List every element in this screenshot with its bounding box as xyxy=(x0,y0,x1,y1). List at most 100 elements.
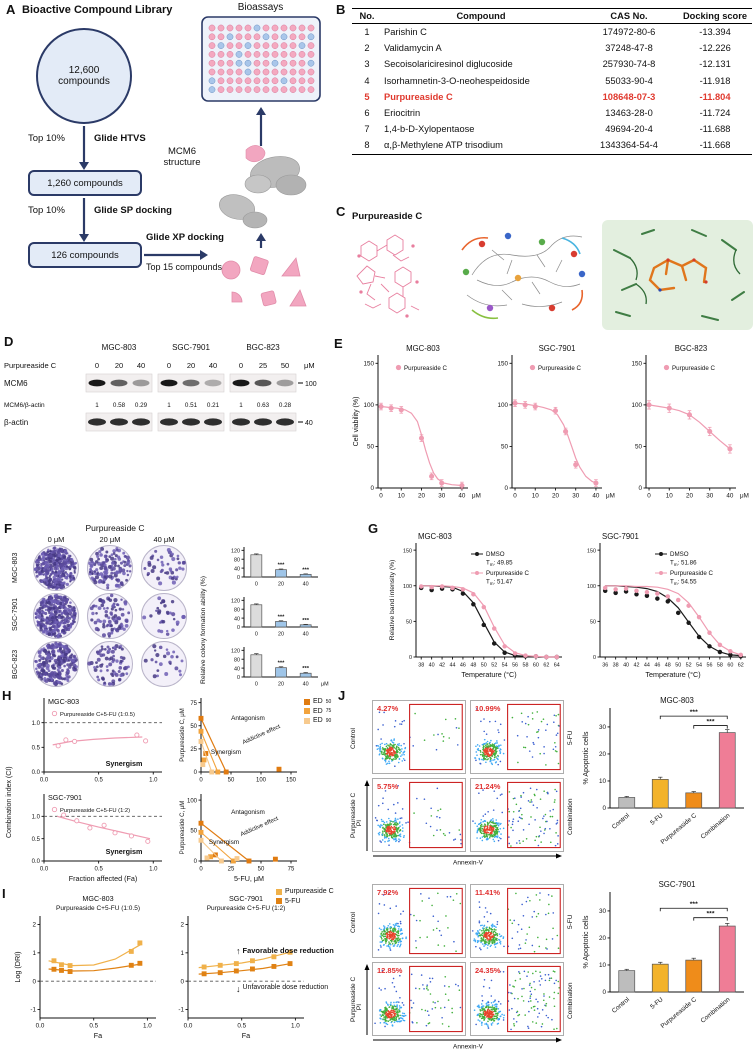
mcm6-structure-label-line1: MCM6 xyxy=(168,146,196,157)
ci-ylabel: Combination index (CI) xyxy=(6,766,13,838)
svg-text:SGC-7901: SGC-7901 xyxy=(229,894,263,903)
up-arrow-icon: ↑ xyxy=(236,946,241,956)
table-row: 4 Isorhamnetin-3-O-neohespeidoside 55033-9… xyxy=(364,75,731,86)
svg-text:0: 0 xyxy=(199,867,203,873)
svg-text:MCM6: MCM6 xyxy=(4,379,28,388)
svg-text:Control: Control xyxy=(611,996,631,1015)
svg-text:48: 48 xyxy=(665,663,671,669)
flow-row-label-purpureaside-1: Purpureaside C xyxy=(350,792,357,838)
svg-text:5-FU: 5-FU xyxy=(649,996,665,1011)
svg-text:0: 0 xyxy=(180,978,184,985)
svg-text:***: *** xyxy=(302,666,310,672)
dri-legend-purpureaside: Purpureaside C xyxy=(276,888,334,895)
panel-j-label: J xyxy=(338,688,346,703)
favorable-annotation: ↑ Favorable dose reduction xyxy=(236,946,334,956)
svg-text:25: 25 xyxy=(228,867,235,873)
viability-chart-mgc803: 0 10 20 30 40 0 50 100 150 μM MGC-803 Cell viabilit… xyxy=(353,344,481,500)
svg-text:50: 50 xyxy=(635,444,643,451)
glide-htvs-label: Glide HTVS xyxy=(94,133,146,144)
row-label-bgc823: BGC-823 xyxy=(12,649,19,679)
isobologram-mgc803: 0 50 100 150 0 25 50 75 Purpureaside C, μM Antago… xyxy=(180,698,297,784)
svg-text:46: 46 xyxy=(460,663,466,669)
svg-text:0.5: 0.5 xyxy=(32,746,41,752)
svg-text:60: 60 xyxy=(727,663,733,669)
svg-text:36: 36 xyxy=(602,663,608,669)
svg-text:58: 58 xyxy=(523,663,529,669)
svg-text:44: 44 xyxy=(644,663,650,669)
flow-plot-control-2: 7.92% xyxy=(372,884,466,958)
svg-text:% Apoptotic cells: % Apoptotic cells xyxy=(583,915,590,968)
ci-chart-sgc7901: 0.0 0.5 1.0 0.0 0.5 1.0 SGC-7901 Fraction affec… xyxy=(32,793,162,883)
svg-text:0.21: 0.21 xyxy=(207,402,220,409)
svg-text:100: 100 xyxy=(403,584,412,590)
top15-label: Top 15 compounds xyxy=(146,262,223,272)
thermal-shift-sgc7901: 36 38 40 42 44 46 48 50 52 54 56 58 60 62 0 50 100 150 SGC… xyxy=(587,532,746,679)
dose-col-20: 20 μM xyxy=(99,535,121,544)
svg-text:40: 40 xyxy=(234,566,240,572)
svg-text:MGC-803: MGC-803 xyxy=(406,344,440,353)
svg-text:Purpureaside C: Purpureaside C xyxy=(660,996,699,1030)
svg-text:50: 50 xyxy=(190,829,197,835)
svg-text:SGC-7901: SGC-7901 xyxy=(48,793,82,802)
flow-col-label-combination-1: Combination xyxy=(567,798,574,836)
mcm6-structure-label-line2: structure xyxy=(163,157,201,168)
svg-text:Log (DRI): Log (DRI) xyxy=(13,951,22,982)
svg-text:100: 100 xyxy=(587,584,596,590)
svg-text:0: 0 xyxy=(255,632,258,638)
docking-table-header: No. Compound CAS No. Docking score xyxy=(352,8,752,24)
svg-text:Temperature (°C): Temperature (°C) xyxy=(645,670,700,679)
svg-text:11.41%: 11.41% xyxy=(475,888,500,897)
svg-text:Purpureaside C: Purpureaside C xyxy=(4,361,57,370)
dri-chart-sgc7901: 0.0 0.5 1.0 -1 0 1 2 SGC-7901 Purpureaside C+5-F… xyxy=(178,894,304,1040)
svg-text:0.5: 0.5 xyxy=(94,867,103,873)
svg-text:1.0: 1.0 xyxy=(149,778,158,784)
flow-plot-purpureaside-2: 12.85% xyxy=(372,962,466,1036)
svg-text:0.5: 0.5 xyxy=(94,778,103,784)
svg-text:-1: -1 xyxy=(30,1007,36,1014)
svg-text:24.35%: 24.35% xyxy=(475,966,501,975)
compounds-1260-text: 1,260 compounds xyxy=(47,177,123,189)
svg-text:0: 0 xyxy=(255,682,258,688)
svg-text:0: 0 xyxy=(237,625,240,631)
svg-text:100: 100 xyxy=(363,402,374,409)
col-score: Docking score xyxy=(678,8,752,24)
annexin-axis-1: Annexin-V xyxy=(373,853,562,867)
panel-f-label: F xyxy=(4,521,12,536)
svg-text:56: 56 xyxy=(512,663,518,669)
svg-text:0: 0 xyxy=(255,582,258,588)
mcm6-structure-image xyxy=(218,145,307,229)
svg-text:0: 0 xyxy=(95,361,99,370)
svg-text:150: 150 xyxy=(403,548,412,554)
svg-text:DMSO: DMSO xyxy=(670,551,689,558)
panel-c-label: C xyxy=(336,204,346,219)
svg-text:0: 0 xyxy=(379,493,383,500)
svg-text:1: 1 xyxy=(32,950,36,957)
svg-text:40: 40 xyxy=(303,682,309,688)
ed-legend: ED 50 ED 75 ED 90 xyxy=(304,698,331,727)
svg-text:1.0: 1.0 xyxy=(32,721,41,727)
mcm6-structure-label: MCM6 structure xyxy=(154,146,210,168)
ed50-marker xyxy=(304,698,310,705)
svg-text:SGC-7901: SGC-7901 xyxy=(659,880,696,889)
svg-text:10: 10 xyxy=(398,493,406,500)
svg-text:μM: μM xyxy=(472,493,481,500)
svg-text:Addictive effect: Addictive effect xyxy=(242,724,282,746)
svg-text:120: 120 xyxy=(231,599,240,605)
docking-table: No. Compound CAS No. Docking score 1 Pari… xyxy=(352,8,752,155)
svg-text:0: 0 xyxy=(194,770,198,776)
svg-text:***: *** xyxy=(278,563,286,569)
svg-text:Fraction affected (Fa): Fraction affected (Fa) xyxy=(69,874,138,883)
svg-text:150: 150 xyxy=(286,778,297,784)
svg-text:0.29: 0.29 xyxy=(135,402,148,409)
panel-i-label: I xyxy=(2,886,6,901)
flow-plot-purpureaside-1: 5.75% xyxy=(372,778,466,852)
svg-text:40: 40 xyxy=(303,632,309,638)
col-cas: CAS No. xyxy=(580,8,678,24)
svg-text:0.0: 0.0 xyxy=(36,1023,45,1030)
svg-text:0.63: 0.63 xyxy=(257,402,270,409)
svg-text:50: 50 xyxy=(367,444,375,451)
svg-text:20: 20 xyxy=(278,632,284,638)
svg-text:Temperature (°C): Temperature (°C) xyxy=(461,670,516,679)
svg-text:25: 25 xyxy=(259,361,267,370)
svg-text:75: 75 xyxy=(288,867,295,873)
